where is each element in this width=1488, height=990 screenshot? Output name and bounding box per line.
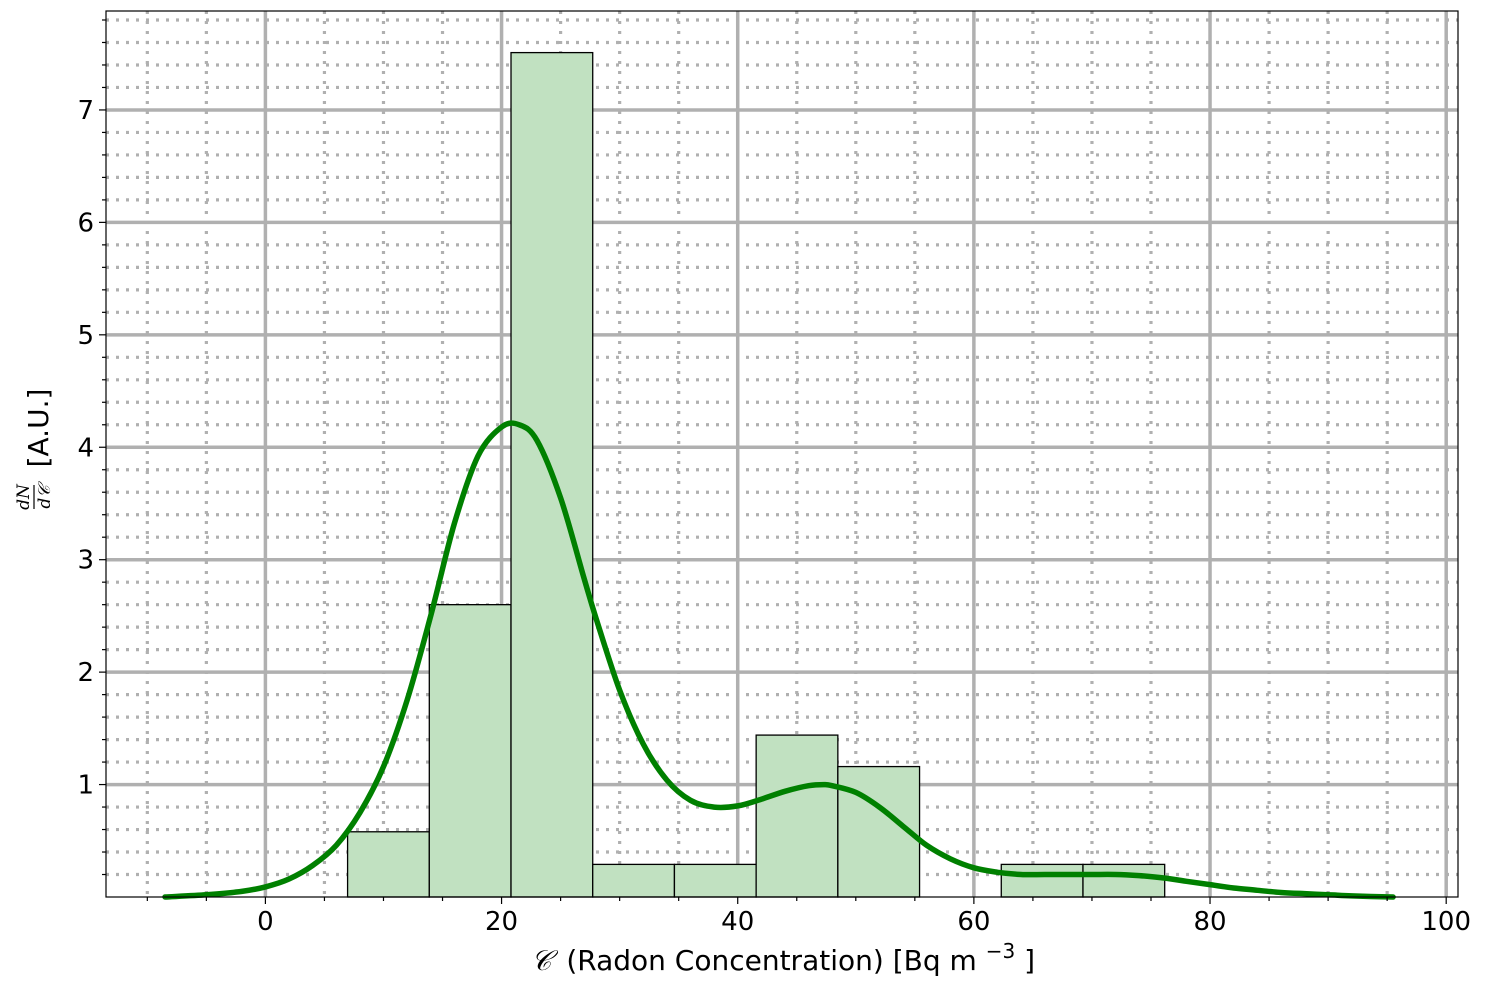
density-curve-layer (162, 420, 1396, 900)
x-tick-label: 40 (721, 907, 754, 937)
x-tick-label: 80 (1193, 907, 1226, 937)
density-curve (162, 420, 1396, 900)
y-axis-denominator: d𝒞 (35, 481, 55, 509)
y-tick-label: 3 (77, 546, 94, 576)
x-axis-label: 𝒞 (Radon Concentration) [Bq m −3 ] (531, 932, 1035, 977)
x-tick-label: 20 (485, 907, 518, 937)
histogram-bar (592, 863, 676, 898)
x-axis-text: (Radon Concentration) [Bq m (566, 944, 976, 977)
y-tick-label: 2 (77, 658, 94, 688)
y-axis-label: [A.U.] dN d𝒞 (14, 389, 55, 510)
histogram-bar (428, 604, 512, 898)
x-tick-label: 60 (957, 907, 990, 937)
y-tick-label: 4 (77, 433, 94, 463)
histogram-bar (1082, 863, 1166, 898)
y-axis-unit: [A.U.] (22, 389, 55, 468)
axis-ticks: 0 20 40 60 80 100 1 2 3 4 5 6 7 (77, 19, 1471, 937)
y-tick-label: 7 (77, 96, 94, 126)
y-tick-label: 1 (77, 771, 94, 801)
y-tick-label: 6 (77, 208, 94, 238)
histogram-bar (1000, 863, 1084, 898)
x-tick-label: 100 (1421, 907, 1471, 937)
histogram-bar (346, 831, 430, 898)
plot-frame (105, 10, 1459, 898)
x-axis-exponent: −3 (986, 939, 1015, 963)
x-axis-symbol: 𝒞 (531, 944, 559, 977)
histogram-bar (673, 863, 757, 898)
y-axis-numerator: dN (14, 483, 34, 510)
y-axis-fraction: dN d𝒞 (14, 481, 55, 510)
grid (106, 11, 1458, 897)
y-tick-label: 5 (77, 321, 94, 351)
histogram-bar (755, 734, 839, 898)
x-tick-label: 0 (257, 907, 274, 937)
x-axis-close: ] (1024, 944, 1035, 977)
